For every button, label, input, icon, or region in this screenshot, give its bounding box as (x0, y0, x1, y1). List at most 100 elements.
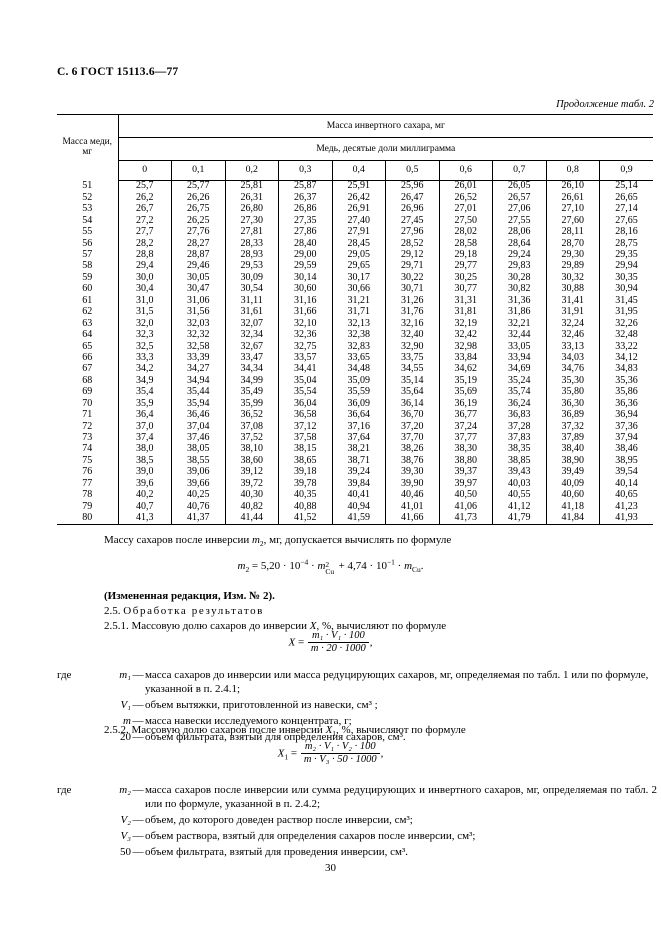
invert-sugar-table-wrapper: Масса меди, мг Масса инвертного сахара, … (57, 114, 654, 526)
table-cell: 25,81 (225, 180, 279, 193)
table-cell: 39,18 (278, 466, 333, 479)
table-cell: 32,58 (171, 341, 226, 353)
table-cell: 28,33 (225, 238, 279, 250)
table-cell: 32,03 (171, 318, 226, 330)
table-cell: 41,37 (171, 512, 226, 526)
formula-X: X = m₁ · V₁ · 100 m · 20 · 1000 , (0, 630, 661, 655)
definition-dash: — (132, 730, 144, 743)
table-cell: 37,12 (278, 421, 333, 433)
table-cell: 27,45 (385, 215, 440, 227)
table-cell: 33,65 (332, 352, 386, 364)
definition-row: V₃ — объем раствора, взятый для определе… (57, 829, 657, 845)
row-header-copper-mass: 69 (82, 386, 93, 398)
table-cell: 35,9 (117, 398, 172, 410)
intro-text-a: Массу сахаров после инверсии (104, 534, 252, 546)
table-cell: 39,0 (117, 466, 172, 479)
table-cell: 29,53 (225, 260, 279, 273)
table-row: 66 33,3 33,39 33,47 33,57 33,65 33,75 33,84 33,9… (57, 352, 653, 364)
formula-X1-fraction: m₂ · V₁ · V₂ · 100 m · V₃ · 50 · 1000 (300, 741, 380, 765)
table-cell: 26,31 (225, 192, 279, 204)
table-cell: 33,3 (117, 352, 172, 364)
formula-X1-comma: , (380, 747, 384, 760)
table-cell: 34,03 (546, 352, 600, 364)
table-cell: 35,54 (278, 386, 333, 399)
definition-text-m2: масса сахаров после инверсии или сумма р… (145, 784, 657, 811)
row-header-copper-mass: 54 (82, 214, 93, 226)
table-cell: 27,2 (117, 215, 172, 227)
table-row: 57 28,8 28,87 28,93 29,00 29,05 29,12 29,18 29,2… (57, 249, 653, 262)
table-cell: 27,86 (278, 226, 333, 239)
formula-m2-power10-b-exp: −1 (386, 557, 395, 567)
formula-m2: m2 = 5,20 · 10−4 · m 2 Cu + 4,74 · 10−1 · … (237, 557, 424, 576)
table-cell: 36,64 (332, 409, 386, 422)
table-cell: 26,96 (385, 203, 440, 216)
formula-X1-lhs-sub: 1 (284, 752, 289, 762)
table-cell: 40,76 (171, 501, 226, 513)
table-cell: 38,55 (171, 455, 226, 467)
table-cell: 36,83 (492, 409, 547, 422)
definition-dash: — (132, 714, 144, 727)
table-cell: 26,01 (439, 180, 493, 193)
column-header-0-2: 0,2 (225, 160, 279, 181)
table-cell: 30,77 (439, 283, 493, 296)
table-cell: 26,80 (225, 203, 279, 216)
table-cell: 25,77 (171, 180, 226, 193)
table-cell: 26,91 (332, 203, 386, 216)
table-cell: 28,93 (225, 249, 279, 262)
table-cell: 41,59 (332, 512, 386, 526)
table-cell: 29,65 (332, 260, 386, 273)
table-cell: 35,64 (385, 386, 440, 399)
table-cell: 34,48 (332, 363, 386, 376)
row-header-copper-mass: 53 (82, 203, 93, 215)
table-body: 51 25,7 25,77 25,81 25,87 25,91 25,96 26,01 26,0… (57, 180, 654, 526)
table-cell: 41,66 (385, 512, 440, 526)
table-cell: 35,99 (225, 398, 279, 410)
formula-m2-dot-3: · (369, 560, 374, 572)
table-cell: 26,65 (615, 191, 638, 203)
table-cell: 32,5 (117, 341, 172, 353)
table-cell: 26,47 (385, 192, 440, 204)
definition-dash: — (132, 699, 144, 712)
intro-symbol-m: m (251, 534, 260, 546)
table-cell: 32,83 (332, 341, 386, 353)
row-header-copper-mass: 64 (82, 329, 93, 341)
table-cell: 38,60 (225, 455, 279, 467)
table-row: 77 39,6 39,66 39,72 39,78 39,84 39,90 39,97 40,0… (57, 478, 653, 490)
table-cell: 26,10 (546, 180, 600, 193)
table-cell: 31,71 (332, 306, 386, 319)
table-cell: 41,44 (225, 512, 279, 526)
clause-2-5-1-tail: , %, вычисляют по формуле (316, 620, 447, 632)
definition-symbol-m2: m₂ (119, 784, 131, 796)
table-row: 58 29,4 29,46 29,53 29,59 29,65 29,71 29,77 29,8… (57, 260, 653, 273)
formula-m2-lhs-sub: 2 (245, 565, 250, 575)
table-cell: 39,90 (385, 478, 440, 490)
table-cell: 38,30 (439, 443, 493, 456)
table-cell: 29,89 (546, 260, 600, 273)
table-cell: 40,60 (546, 489, 600, 502)
section-2-5-title: Обработка результатов (123, 605, 264, 617)
definition-lead-gde: где (57, 669, 72, 681)
table-cell: 25,87 (278, 180, 333, 193)
table-cell: 38,05 (171, 443, 226, 456)
table-cell: 39,43 (492, 466, 547, 479)
table-cell: 40,25 (171, 489, 226, 502)
table-cell: 28,87 (171, 249, 226, 262)
table-cell: 28,27 (171, 238, 226, 250)
table-cell: 40,94 (332, 501, 386, 513)
table-cell: 29,00 (278, 249, 333, 262)
table-cell: 27,91 (332, 226, 386, 239)
table-cell: 40,35 (278, 489, 333, 502)
table-cell: 34,83 (615, 363, 638, 375)
table-cell: 33,94 (492, 352, 547, 364)
definition-symbol-V2: V₂ (120, 814, 131, 827)
table-cell: 32,38 (332, 329, 386, 342)
formula-m2-mcu2-sub: Cu (412, 565, 421, 575)
table-cell: 36,58 (278, 409, 333, 422)
table-cell: 29,35 (615, 249, 638, 261)
table-cell: 41,52 (278, 512, 333, 526)
definition-text-V1: объем вытяжки, приготовленной из навески… (145, 699, 378, 712)
table-cell: 40,46 (385, 489, 440, 502)
table-cell: 33,05 (492, 341, 547, 353)
column-header-0-1: 0,1 (171, 160, 226, 181)
table-cell: 38,46 (615, 443, 638, 455)
